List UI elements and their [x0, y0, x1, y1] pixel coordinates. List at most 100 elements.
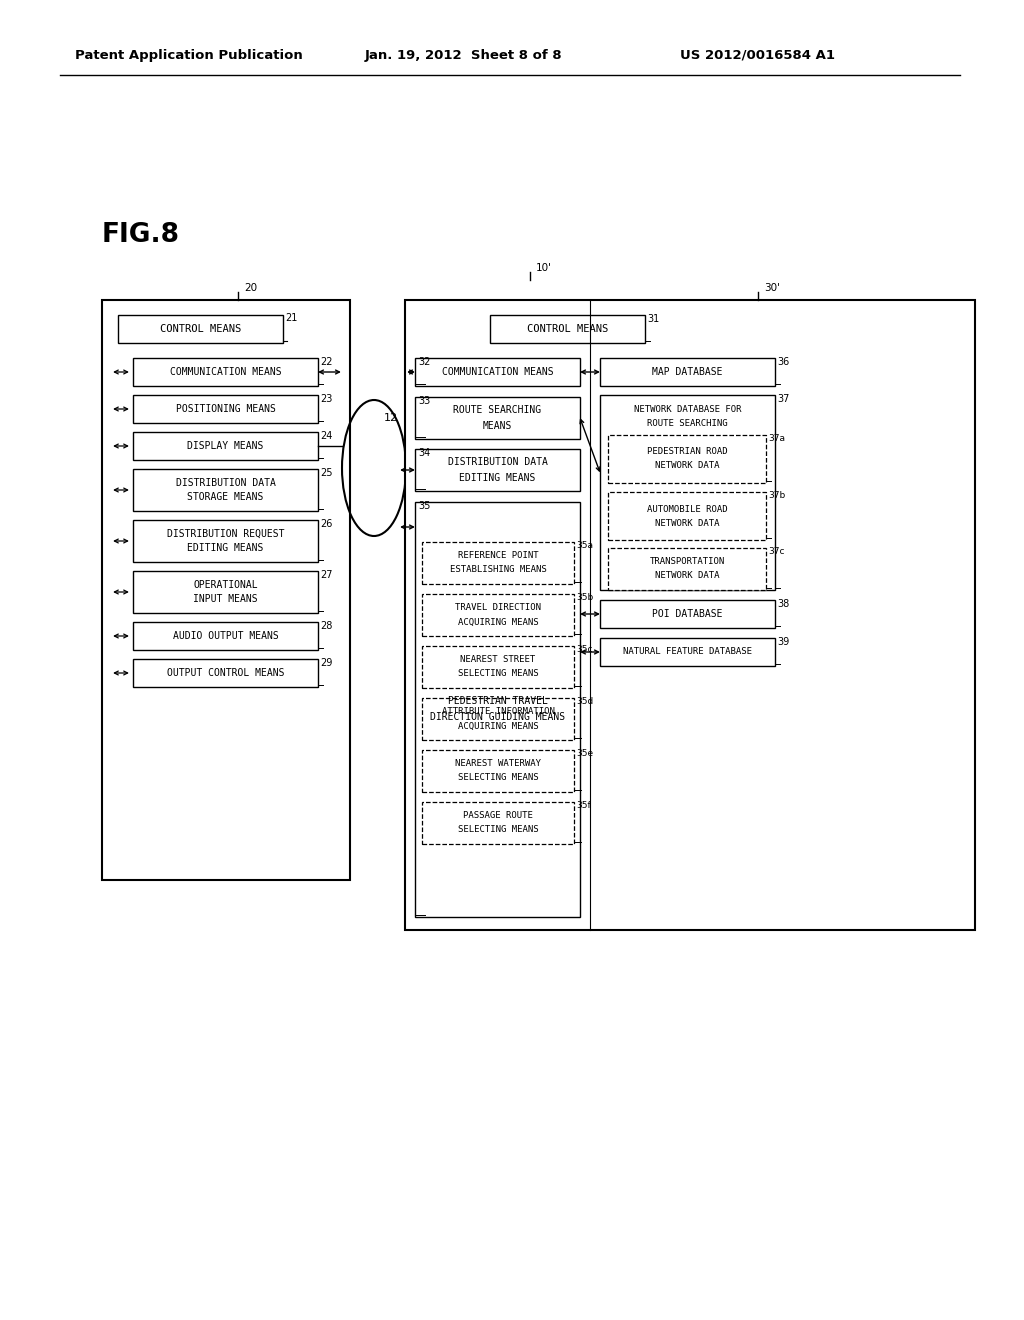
Text: 22: 22	[319, 356, 333, 367]
Bar	[133, 659, 318, 686]
Bar	[600, 358, 775, 385]
Text: EDITING MEANS: EDITING MEANS	[460, 473, 536, 483]
Text: NEAREST STREET: NEAREST STREET	[461, 656, 536, 664]
Text: AUDIO OUTPUT MEANS: AUDIO OUTPUT MEANS	[173, 631, 279, 642]
Bar	[118, 315, 283, 343]
Text: PEDESTRIAN TRAVEL: PEDESTRIAN TRAVEL	[447, 697, 548, 706]
Text: NETWORK DATA: NETWORK DATA	[654, 572, 719, 581]
Text: TRANSPORTATION: TRANSPORTATION	[649, 557, 725, 566]
Bar	[133, 572, 318, 612]
Text: 37: 37	[777, 393, 790, 404]
Text: POI DATABASE: POI DATABASE	[652, 609, 723, 619]
Text: 35: 35	[418, 502, 430, 511]
Bar	[600, 601, 775, 628]
Text: 30': 30'	[764, 282, 780, 293]
Bar	[415, 502, 580, 917]
Text: CONTROL MEANS: CONTROL MEANS	[527, 323, 608, 334]
Bar	[422, 750, 574, 792]
Text: NETWORK DATA: NETWORK DATA	[654, 462, 719, 470]
Text: Patent Application Publication: Patent Application Publication	[75, 49, 303, 62]
Bar	[422, 543, 574, 583]
Bar	[406, 300, 975, 931]
Text: 37b: 37b	[768, 491, 785, 500]
Text: REFERENCE POINT: REFERENCE POINT	[458, 552, 539, 561]
Text: 37c: 37c	[768, 546, 784, 556]
Text: ROUTE SEARCHING: ROUTE SEARCHING	[647, 418, 728, 428]
Text: DIRECTION GUIDING MEANS: DIRECTION GUIDING MEANS	[430, 713, 565, 722]
Text: 33: 33	[418, 396, 430, 407]
Text: ESTABLISHING MEANS: ESTABLISHING MEANS	[450, 565, 547, 574]
Text: 23: 23	[319, 393, 333, 404]
Text: Jan. 19, 2012  Sheet 8 of 8: Jan. 19, 2012 Sheet 8 of 8	[365, 49, 562, 62]
Bar	[415, 397, 580, 440]
Text: NETWORK DATABASE FOR: NETWORK DATABASE FOR	[634, 404, 741, 413]
Text: TRAVEL DIRECTION: TRAVEL DIRECTION	[455, 603, 541, 612]
Bar	[133, 520, 318, 562]
Text: DISTRIBUTION REQUEST: DISTRIBUTION REQUEST	[167, 529, 285, 539]
Text: SELECTING MEANS: SELECTING MEANS	[458, 774, 539, 783]
Text: DISTRIBUTION DATA: DISTRIBUTION DATA	[175, 478, 275, 488]
Text: DISPLAY MEANS: DISPLAY MEANS	[187, 441, 264, 451]
Text: 20: 20	[245, 282, 257, 293]
Text: 39: 39	[777, 638, 790, 647]
Text: ACQUIRING MEANS: ACQUIRING MEANS	[458, 722, 539, 730]
Bar	[608, 436, 766, 483]
Text: ATTRIBUTE INFORMATION: ATTRIBUTE INFORMATION	[441, 708, 554, 717]
Text: 25: 25	[319, 469, 333, 478]
Bar	[600, 395, 775, 590]
Text: 35d: 35d	[575, 697, 593, 706]
Text: COMMUNICATION MEANS: COMMUNICATION MEANS	[441, 367, 553, 378]
Bar	[133, 622, 318, 649]
Text: ROUTE SEARCHING: ROUTE SEARCHING	[454, 405, 542, 414]
Text: STORAGE MEANS: STORAGE MEANS	[187, 492, 264, 502]
Bar	[422, 803, 574, 843]
Text: SELECTING MEANS: SELECTING MEANS	[458, 825, 539, 834]
Text: 37a: 37a	[768, 434, 785, 444]
Text: 34: 34	[418, 447, 430, 458]
Text: NATURAL FEATURE DATABASE: NATURAL FEATURE DATABASE	[623, 648, 752, 656]
Text: COMMUNICATION MEANS: COMMUNICATION MEANS	[170, 367, 282, 378]
Bar	[490, 315, 645, 343]
Text: OUTPUT CONTROL MEANS: OUTPUT CONTROL MEANS	[167, 668, 285, 678]
Text: FIG.8: FIG.8	[102, 222, 180, 248]
Text: 36: 36	[777, 356, 790, 367]
Text: PASSAGE ROUTE: PASSAGE ROUTE	[463, 812, 532, 821]
Text: 29: 29	[319, 657, 333, 668]
Text: AUTOMOBILE ROAD: AUTOMOBILE ROAD	[647, 504, 727, 513]
Text: MEANS: MEANS	[482, 421, 512, 432]
Text: 26: 26	[319, 519, 333, 529]
Text: 10': 10'	[536, 263, 552, 273]
Text: NEAREST WATERWAY: NEAREST WATERWAY	[455, 759, 541, 768]
Bar	[133, 395, 318, 422]
Text: 27: 27	[319, 570, 333, 579]
Text: 12: 12	[384, 413, 398, 422]
Text: 21: 21	[285, 313, 297, 323]
Text: ACQUIRING MEANS: ACQUIRING MEANS	[458, 618, 539, 627]
Text: MAP DATABASE: MAP DATABASE	[652, 367, 723, 378]
Text: NETWORK DATA: NETWORK DATA	[654, 519, 719, 528]
Bar	[608, 548, 766, 590]
Text: 35f: 35f	[575, 801, 591, 810]
Text: CONTROL MEANS: CONTROL MEANS	[160, 323, 241, 334]
Text: OPERATIONAL: OPERATIONAL	[194, 579, 258, 590]
Text: POSITIONING MEANS: POSITIONING MEANS	[175, 404, 275, 414]
Text: SELECTING MEANS: SELECTING MEANS	[458, 669, 539, 678]
Bar	[422, 698, 574, 741]
Bar	[415, 449, 580, 491]
Text: 35c: 35c	[575, 645, 593, 653]
Text: 35e: 35e	[575, 748, 593, 758]
Text: 38: 38	[777, 599, 790, 609]
Bar	[102, 300, 350, 880]
Bar	[415, 358, 580, 385]
Bar	[133, 358, 318, 385]
Text: 28: 28	[319, 620, 333, 631]
Bar	[422, 594, 574, 636]
Bar	[422, 645, 574, 688]
Bar	[600, 638, 775, 667]
Text: INPUT MEANS: INPUT MEANS	[194, 594, 258, 605]
Bar	[608, 492, 766, 540]
Bar	[133, 469, 318, 511]
Bar	[133, 432, 318, 459]
Text: PEDESTRIAN ROAD: PEDESTRIAN ROAD	[647, 447, 727, 457]
Text: 24: 24	[319, 432, 333, 441]
